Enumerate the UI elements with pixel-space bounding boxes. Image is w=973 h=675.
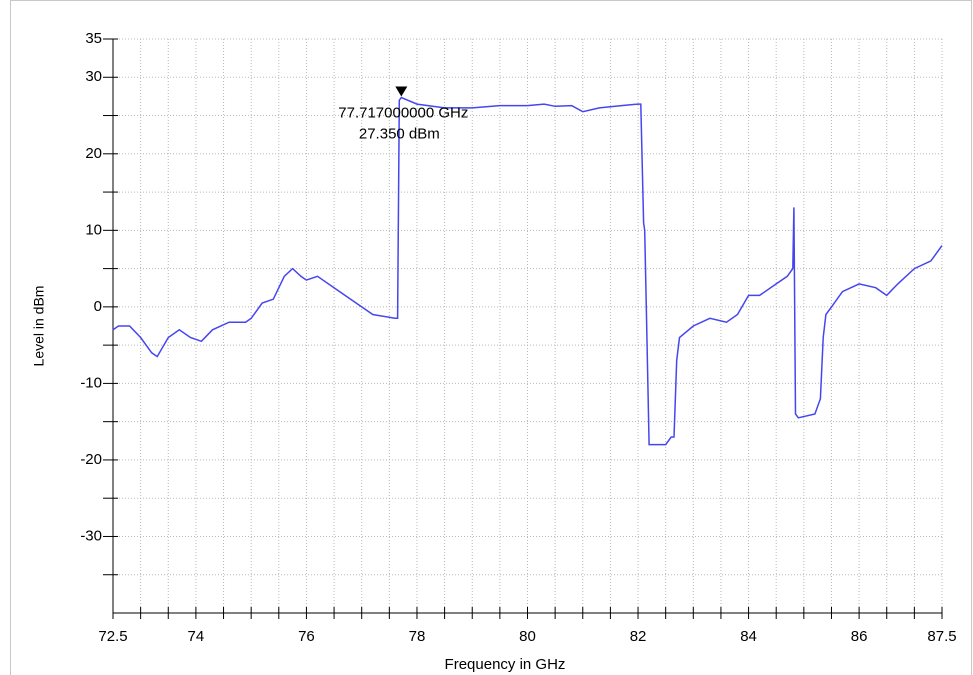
y-tick-label: -20 <box>80 451 102 468</box>
y-axis-title: Level in dBm <box>31 286 47 367</box>
x-tick-label: 87.5 <box>927 628 956 645</box>
y-tick-label: 30 <box>85 68 102 85</box>
trace <box>112 96 943 446</box>
marker-label: 77.717000000 GHz <box>338 105 468 122</box>
x-tick-label: 80 <box>519 628 536 645</box>
y-tick-label: 20 <box>85 145 102 162</box>
x-tick-label: 76 <box>298 628 315 645</box>
x-tick-label: 78 <box>409 628 426 645</box>
x-tick-label: 82 <box>630 628 647 645</box>
x-axis-title: Frequency in GHz <box>445 656 566 673</box>
y-tick-label: -10 <box>80 374 102 391</box>
x-tick-label: 84 <box>740 628 757 645</box>
y-tick-label: 0 <box>94 298 102 315</box>
y-tick-label: -30 <box>80 527 102 544</box>
y-tick-label: 10 <box>85 221 102 238</box>
y-tick-label: 35 <box>85 30 102 47</box>
frame <box>10 0 972 675</box>
x-tick-label: 72.5 <box>98 628 127 645</box>
x-tick-label: 74 <box>188 628 205 645</box>
marker <box>395 86 408 97</box>
x-tick-label: 86 <box>851 628 868 645</box>
marker-label: 27.350 dBm <box>359 126 440 143</box>
